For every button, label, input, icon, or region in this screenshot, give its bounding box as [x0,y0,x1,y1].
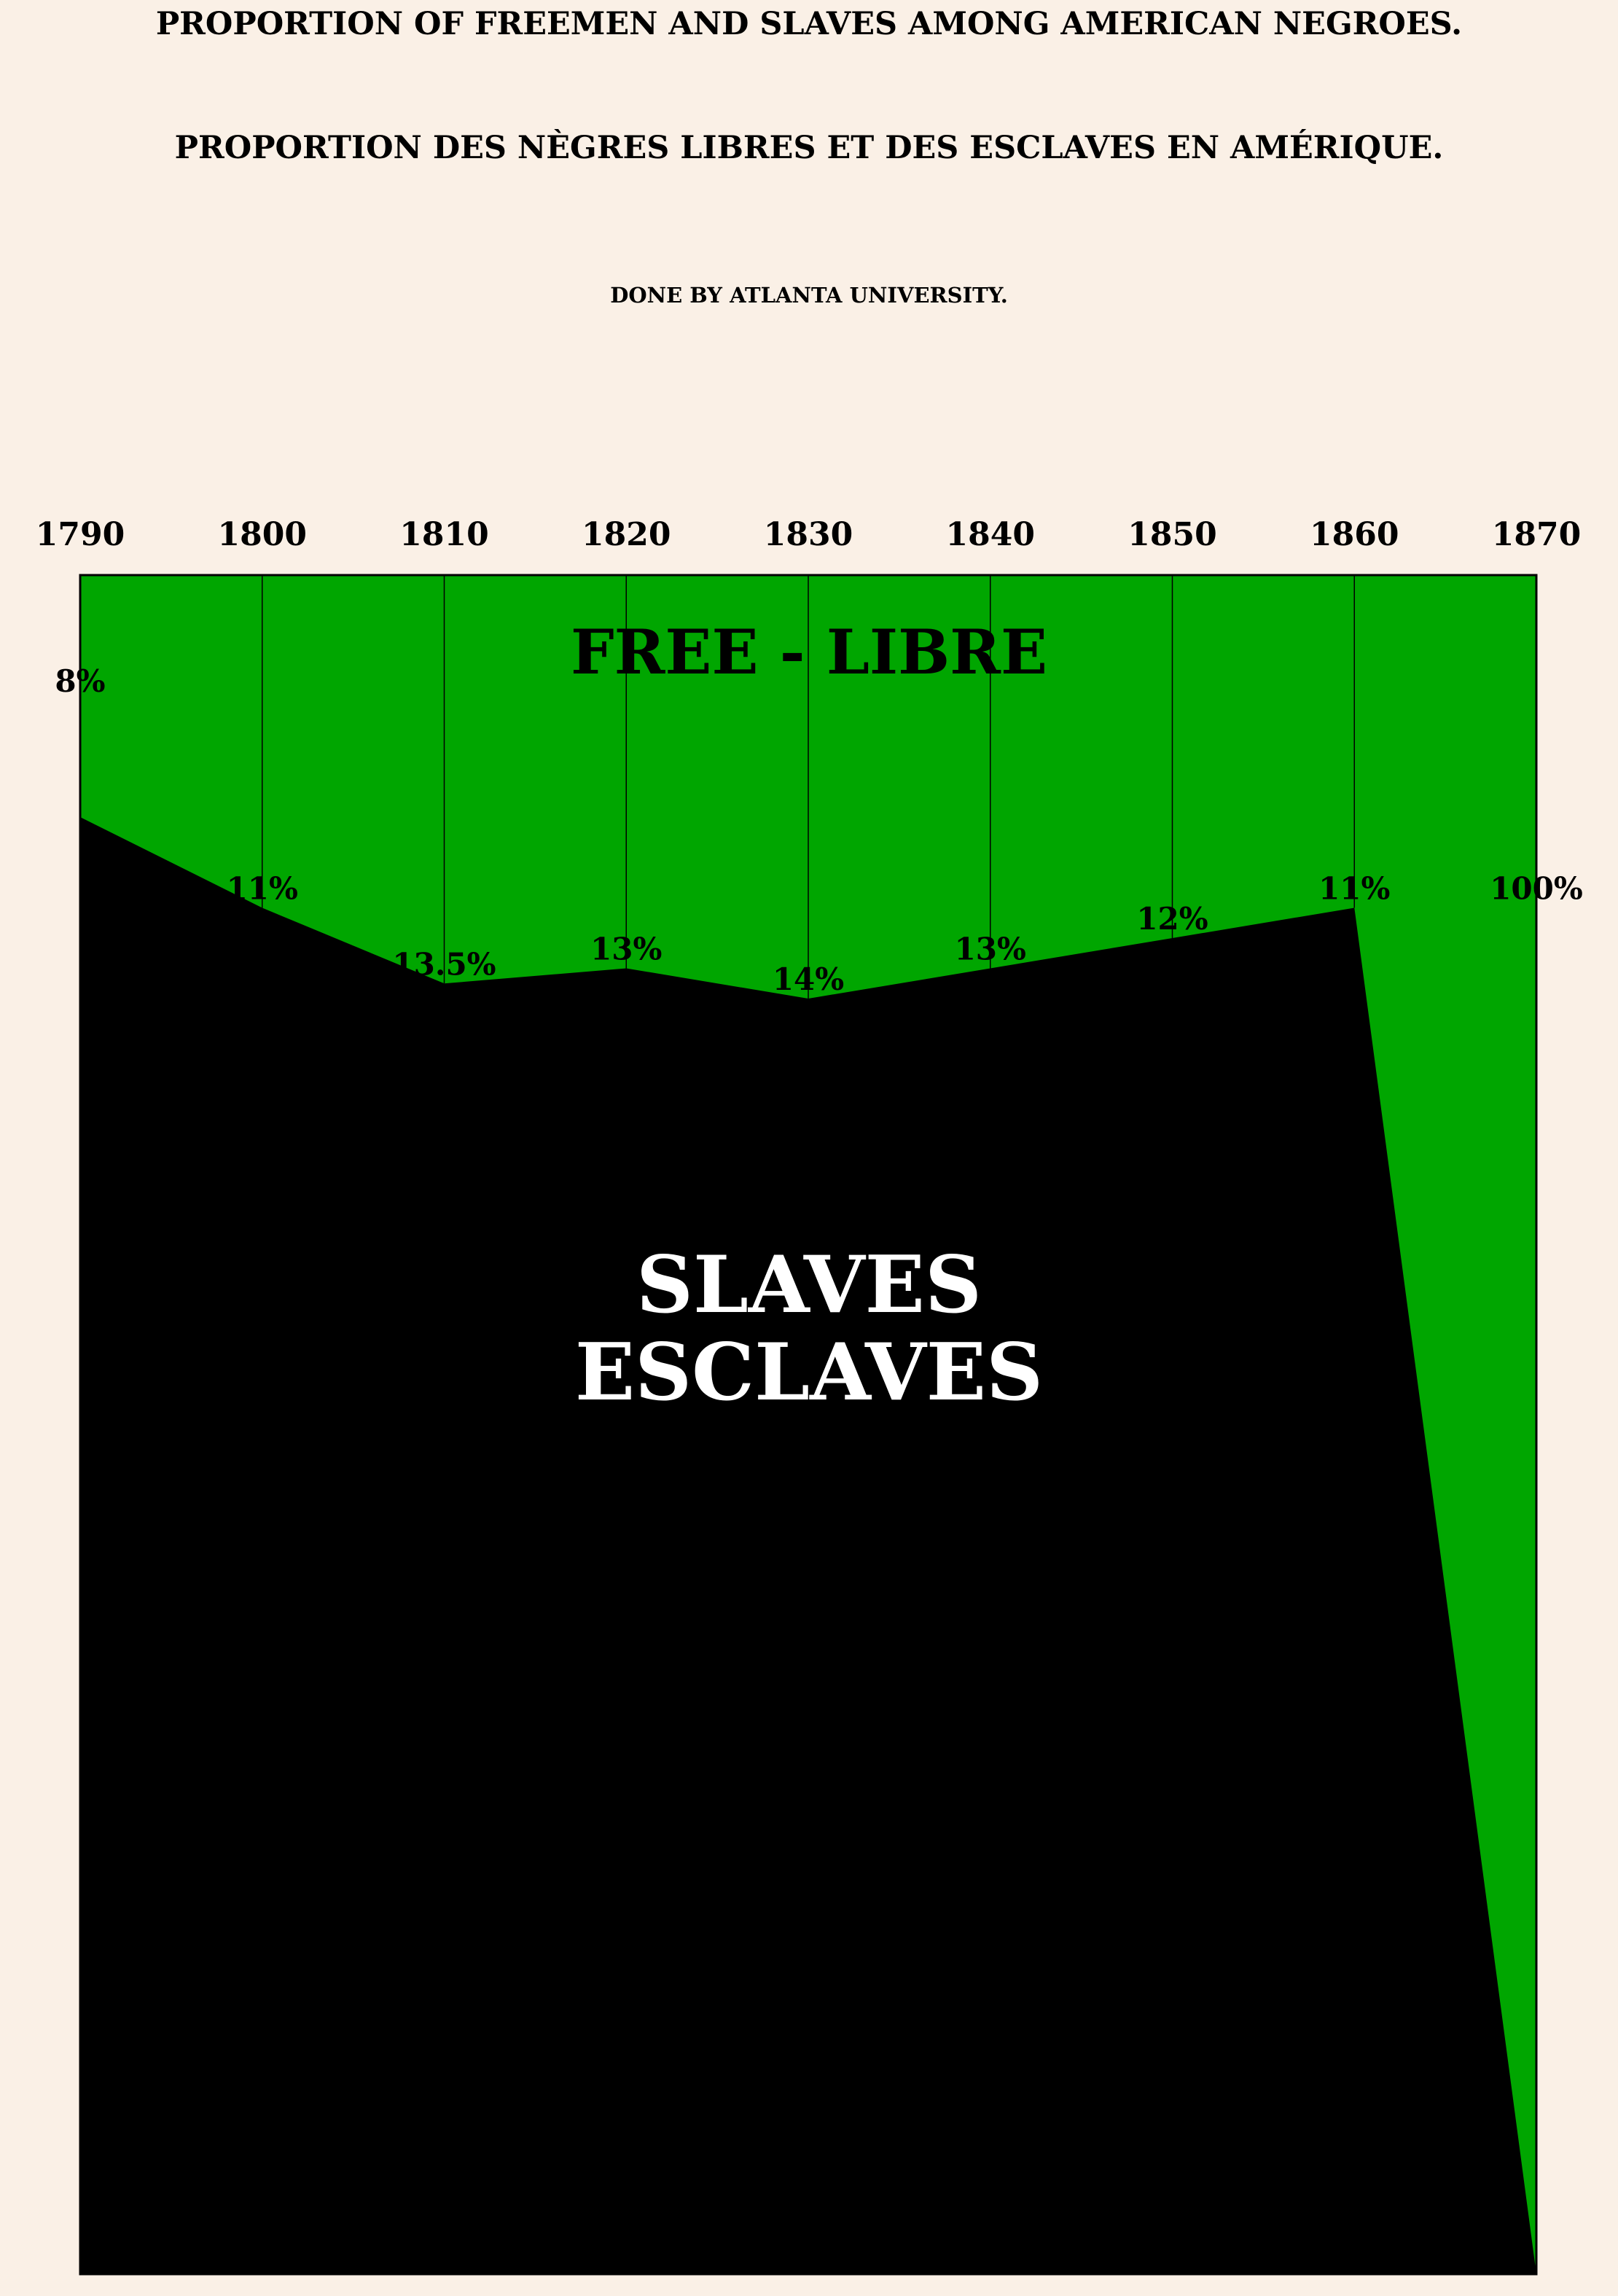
slaves-area-label-line-1: SLAVES [636,1239,982,1331]
chart-credit: DONE BY ATLANTA UNIVERSITY. [610,283,1008,308]
plot-frame [79,574,1538,2276]
data-label-1820: 13% [590,932,662,967]
x-tick-label-1860: 1860 [1310,516,1399,553]
x-tick-label-1800: 1800 [218,516,307,553]
free-area-label: FREE - LIBRE [571,616,1047,688]
x-tick-label-1840: 1840 [946,516,1035,553]
data-label-1860: 11% [1318,871,1390,907]
chart-title-french: PROPORTION DES NÈGRES LIBRES ET DES ESCL… [174,130,1444,166]
data-label-1790: 8% [55,663,105,699]
x-tick-label-1820: 1820 [582,516,671,553]
slaves-area [80,817,1536,2274]
x-tick-label-1810: 1810 [399,516,488,553]
x-tick-label-1870: 1870 [1492,516,1581,553]
x-tick-label-1830: 1830 [764,516,853,553]
data-label-1830: 14% [773,961,844,997]
data-label-1870: 100% [1490,871,1583,907]
data-label-1840: 13% [955,932,1026,967]
data-label-1810: 13.5% [392,946,496,982]
x-tick-label-1850: 1850 [1127,516,1216,553]
data-label-1850: 12% [1136,901,1208,937]
x-tick-label-1790: 1790 [36,516,125,553]
data-label-1800: 11% [227,871,298,907]
slaves-area-label-line-2: ESCLAVES [575,1327,1043,1418]
chart-title-english: PROPORTION OF FREEMEN AND SLAVES AMONG A… [155,6,1463,42]
